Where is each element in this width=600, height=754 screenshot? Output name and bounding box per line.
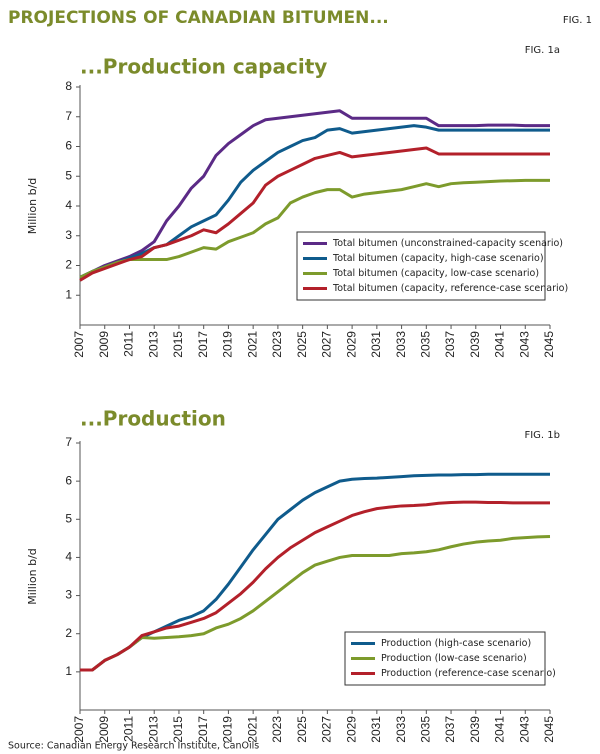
x-tick-label: 2025: [295, 716, 309, 743]
chart-title: ...Production capacity: [80, 55, 327, 79]
x-tick-label: 2027: [320, 716, 334, 743]
x-tick-label: 2035: [418, 716, 432, 743]
y-tick-label: 3: [65, 228, 72, 242]
x-tick-label: 2037: [443, 331, 457, 358]
x-tick-label: 2029: [344, 716, 358, 743]
series-line: [80, 534, 551, 672]
y-tick-label: 5: [65, 511, 72, 525]
chart-title: ...Production: [80, 407, 226, 431]
x-tick-label: 2017: [196, 716, 210, 743]
y-axis-label: Million b/d: [26, 548, 39, 605]
y-tick-label: 7: [65, 109, 72, 123]
page-title: PROJECTIONS OF CANADIAN BITUMEN...: [8, 8, 389, 28]
x-tick-label: 2007: [72, 331, 86, 358]
x-tick-label: 2039: [468, 716, 482, 743]
x-tick-label: 2015: [171, 331, 185, 358]
x-tick-label: 2039: [468, 331, 482, 358]
x-tick-label: 2027: [320, 331, 334, 358]
legend-label: Total bitumen (capacity, low-case scenar…: [332, 268, 539, 279]
x-tick-label: 2011: [122, 331, 136, 357]
x-tick-label: 2041: [493, 331, 507, 358]
y-tick-label: 3: [65, 588, 72, 602]
x-tick-label: 2031: [369, 331, 383, 358]
y-tick-label: 6: [65, 473, 72, 487]
y-axis-label: Million b/d: [26, 178, 39, 235]
x-tick-label: 2035: [418, 331, 432, 358]
x-tick-label: 2023: [270, 331, 284, 358]
x-tick-label: 2017: [196, 331, 210, 358]
x-tick-label: 2043: [517, 331, 531, 358]
x-tick-label: 2013: [146, 716, 160, 743]
x-tick-label: 2041: [493, 716, 507, 743]
y-tick-label: 1: [65, 664, 72, 678]
legend-box: [296, 231, 546, 301]
x-tick-label: 2013: [146, 331, 160, 358]
x-tick-label: 2023: [270, 716, 284, 743]
y-tick-label: 4: [65, 550, 72, 564]
series-line: [79, 178, 550, 279]
y-tick-label: 8: [65, 79, 72, 93]
x-tick-label: 2033: [394, 716, 408, 743]
legend-label: Total bitumen (capacity, high-case scena…: [332, 253, 544, 264]
x-tick-label: 2009: [97, 331, 111, 358]
x-tick-label: 2007: [72, 716, 86, 743]
x-tick-label: 2021: [245, 716, 259, 743]
x-tick-label: 2045: [542, 331, 556, 358]
y-tick-label: 1: [65, 287, 72, 301]
y-tick-label: 2: [65, 258, 72, 272]
x-tick-label: 2045: [542, 716, 556, 743]
legend-label: Total bitumen (capacity, reference-case …: [332, 283, 568, 294]
series-line: [80, 500, 550, 672]
x-tick-label: 2021: [245, 331, 259, 358]
legend-box: [344, 631, 546, 686]
legend-label: Production (reference-case scenario): [381, 668, 556, 679]
y-tick-label: 7: [65, 435, 72, 449]
y-tick-label: 2: [65, 626, 72, 640]
y-tick-label: 4: [65, 198, 72, 212]
x-tick-label: 2019: [221, 716, 235, 743]
series-line: [79, 146, 550, 282]
x-tick-label: 2031: [369, 716, 383, 743]
legend-label: Total bitumen (unconstrained-capacity sc…: [332, 238, 563, 249]
x-tick-label: 2019: [221, 331, 235, 358]
x-tick-label: 2029: [344, 331, 358, 358]
y-tick-label: 6: [65, 139, 72, 153]
fig-label: FIG. 1b: [524, 430, 560, 441]
x-tick-label: 2009: [97, 716, 111, 743]
y-tick-label: 5: [65, 168, 72, 182]
source: Source: Canadian Energy Research Institu…: [8, 741, 259, 752]
series-line: [79, 109, 550, 279]
x-tick-label: 2033: [394, 331, 408, 358]
legend-label: Production (high-case scenario): [381, 638, 531, 649]
x-tick-label: 2011: [122, 716, 136, 742]
x-tick-label: 2025: [295, 331, 309, 358]
x-tick-label: 2037: [443, 716, 457, 743]
fig-label: FIG. 1a: [525, 45, 560, 56]
x-tick-label: 2015: [171, 716, 185, 743]
x-tick-label: 2043: [517, 716, 531, 743]
fig-label: FIG. 1: [563, 15, 592, 26]
legend-label: Production (low-case scenario): [381, 653, 527, 664]
